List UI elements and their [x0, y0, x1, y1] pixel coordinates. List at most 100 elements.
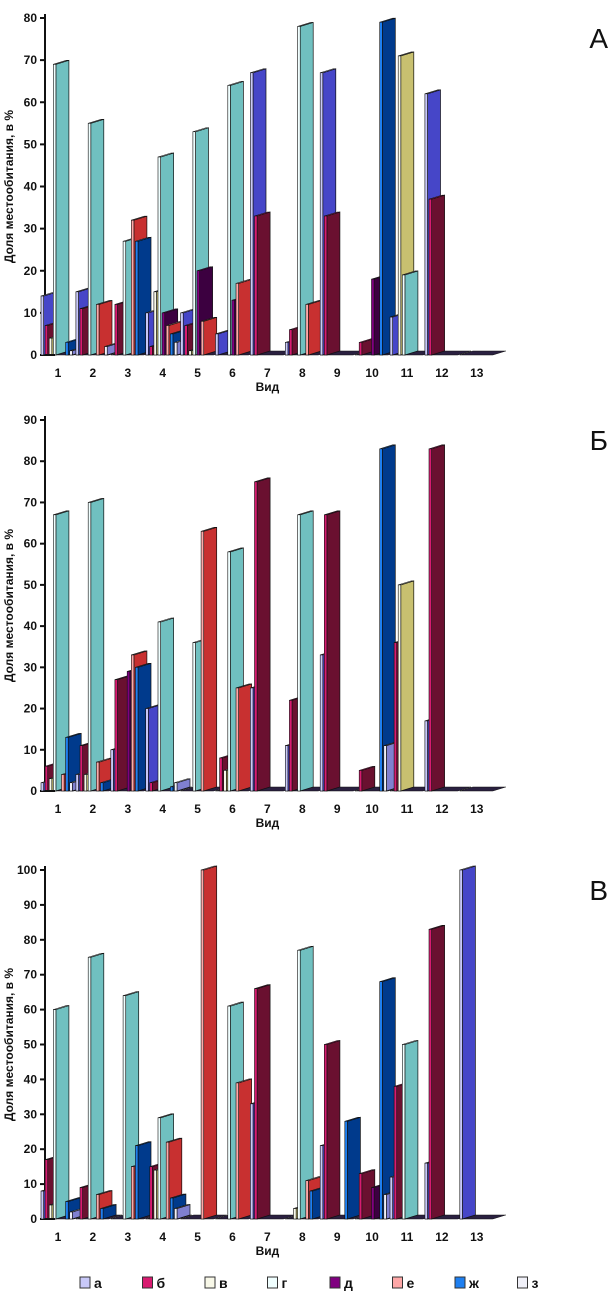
bar-front — [44, 1159, 48, 1220]
bar-front — [428, 198, 432, 356]
bar-front — [250, 72, 254, 356]
bar-front — [165, 1141, 170, 1220]
legend-label: в — [219, 1275, 228, 1291]
y-tick-label: 50 — [24, 1038, 38, 1052]
legend: а б в г д е ж з — [79, 1275, 539, 1291]
bar-front — [100, 1208, 104, 1220]
legend-swatch — [142, 1276, 153, 1289]
x-tick-label: 4 — [159, 1230, 166, 1244]
bar-front — [254, 988, 258, 1220]
bar-front — [305, 1180, 309, 1220]
x-axis-label: Вид — [256, 816, 280, 830]
bar-side — [55, 59, 70, 356]
bar-front — [69, 782, 73, 792]
y-axis-label: Доля местообитания, в % — [2, 529, 16, 682]
category-group-5 — [180, 127, 227, 356]
x-tick-label: 6 — [229, 366, 236, 380]
bar-front — [44, 765, 48, 792]
category-group-11 — [389, 51, 437, 356]
legend-swatch — [517, 1276, 528, 1289]
bar-front — [48, 778, 53, 792]
legend-item-з: з — [517, 1275, 539, 1291]
y-tick-label: 20 — [24, 702, 38, 716]
bar-front — [83, 774, 87, 792]
legend-item-в: в — [204, 1275, 228, 1291]
bar-ж-10 — [379, 17, 396, 356]
bar-г-2 — [87, 118, 105, 356]
category-group-8 — [285, 945, 332, 1220]
bar-front — [358, 1173, 363, 1220]
bar-front — [323, 1044, 328, 1220]
x-tick-label: 3 — [124, 1230, 131, 1244]
panel-label: А — [589, 23, 608, 54]
bar-в-11 — [397, 580, 415, 792]
y-tick-label: 10 — [24, 306, 38, 320]
y-tick-label: 100 — [17, 863, 37, 877]
bar-front — [52, 1009, 57, 1220]
bar-front — [100, 782, 104, 792]
bar-front — [424, 93, 428, 356]
category-group-3 — [110, 650, 157, 792]
bar-б-7 — [254, 211, 271, 356]
bar-front — [196, 270, 200, 356]
bar-side — [299, 510, 314, 792]
bar-г-6 — [227, 80, 244, 356]
bar-front — [79, 745, 83, 792]
y-tick-label: 0 — [30, 1212, 37, 1226]
bar-front — [297, 26, 301, 356]
x-tick-label: 1 — [55, 1230, 62, 1244]
bar-front — [65, 737, 69, 792]
bar-front — [69, 350, 73, 356]
bar-front — [114, 304, 118, 356]
category-floor — [459, 786, 506, 792]
bar-front — [165, 325, 170, 356]
bar-front — [393, 642, 398, 792]
x-tick-label: 8 — [299, 802, 306, 816]
bar-front — [40, 782, 44, 792]
bar-front — [122, 240, 126, 356]
x-tick-label: 8 — [299, 1230, 306, 1244]
legend-label: е — [407, 1275, 415, 1291]
bar-front — [379, 981, 383, 1220]
bar-side — [203, 316, 218, 356]
bar-г-8 — [297, 945, 314, 1220]
y-tick-label: 80 — [24, 933, 38, 947]
legend-item-д: д — [329, 1275, 353, 1291]
y-tick-label: 80 — [24, 11, 38, 25]
bar-front — [61, 774, 65, 792]
x-tick-label: 5 — [194, 1230, 201, 1244]
bar-г-8 — [297, 21, 314, 356]
bar-side — [400, 580, 415, 792]
category-group-9 — [319, 1040, 367, 1220]
bar-front — [235, 1082, 239, 1220]
bar-front — [170, 1197, 174, 1220]
bar-front — [358, 342, 363, 356]
bar-front — [87, 502, 92, 792]
bar-front — [235, 687, 239, 792]
x-tick-label: 2 — [90, 366, 97, 380]
x-tick-label: 10 — [365, 802, 379, 816]
x-axis-label: Вид — [256, 1244, 280, 1258]
bar-front — [65, 1201, 69, 1220]
bar-front — [424, 1162, 428, 1220]
x-tick-label: 11 — [401, 1230, 414, 1244]
bar-е-5 — [200, 316, 218, 356]
bar-front — [48, 1204, 53, 1220]
bar-side — [462, 865, 476, 1220]
category-group-12 — [424, 89, 471, 356]
panel-label: Б — [590, 425, 608, 456]
bar-front — [227, 551, 231, 792]
bar-front — [293, 1208, 297, 1220]
bar-б-12 — [428, 924, 445, 1220]
bar-front — [96, 1194, 100, 1220]
x-tick-label: 9 — [334, 1230, 341, 1244]
bar-side — [203, 865, 218, 1220]
bar-side — [256, 477, 271, 792]
x-tick-label: 7 — [264, 802, 271, 816]
bar-front — [87, 956, 92, 1220]
bar-г-11 — [401, 270, 419, 356]
legend-swatch — [392, 1276, 403, 1289]
bar-front — [319, 72, 324, 356]
chart-panel-1: 0 10 20 30 40 50 60 70 80 Доля местообитания, в %… — [2, 11, 608, 394]
bar-front — [135, 1145, 139, 1220]
